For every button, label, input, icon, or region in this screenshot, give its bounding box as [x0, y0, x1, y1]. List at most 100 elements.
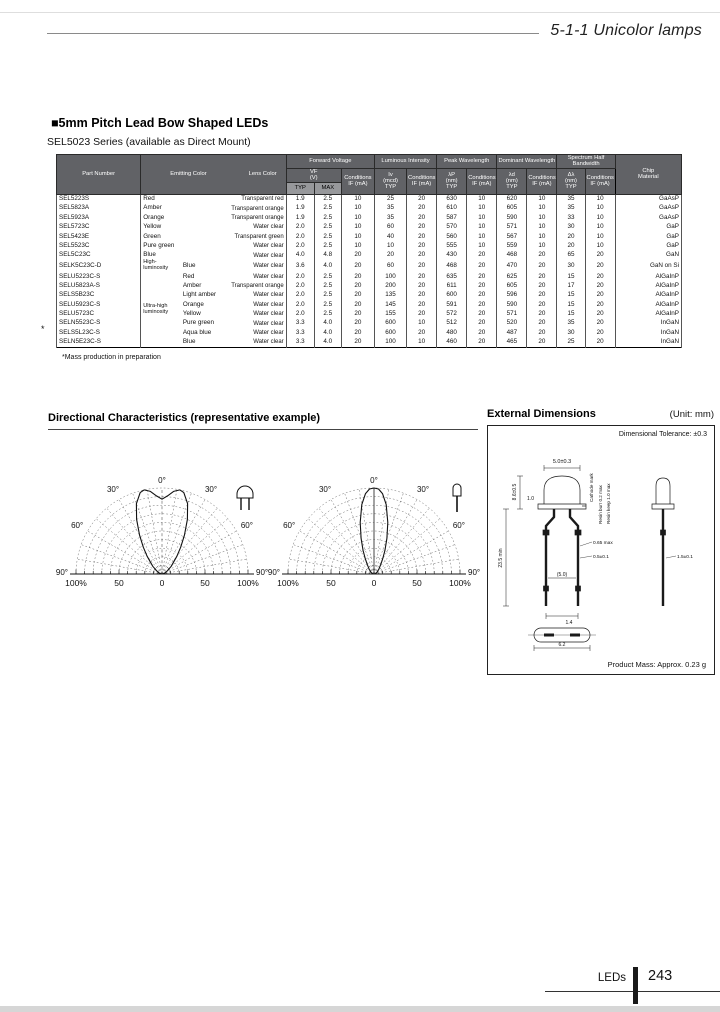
- cell-dominant-wl-conditions: 20: [526, 309, 558, 319]
- lead-side-clamp: [660, 529, 666, 536]
- polar-percent-label: 100%: [65, 578, 87, 588]
- cell-half-bandwidth: 30: [556, 328, 586, 338]
- cell-luminosity-group: High-luminosity: [140, 259, 181, 272]
- cell-peak-wl-conditions: 10: [466, 194, 498, 204]
- cell-lens-color: Water clear: [227, 222, 287, 233]
- cell-dominant-wl-conditions: 10: [526, 222, 558, 233]
- polar-angle-label: 60°: [453, 521, 465, 530]
- external-dimensions-title: External Dimensions: [487, 408, 596, 420]
- cell-dominant-wavelength: 559: [496, 241, 528, 251]
- cell-part-number: SELU5823A-S: [55, 281, 142, 291]
- cell-vf-conditions: 20: [340, 250, 375, 261]
- cell-peak-wavelength: 591: [436, 300, 468, 310]
- cell-vf-typ: 1.9: [285, 213, 315, 223]
- polar-grid-radial: [161, 489, 178, 575]
- polar-grid-arc: [347, 547, 401, 575]
- cell-emitting-color: Orange: [143, 213, 165, 221]
- cell-vf-conditions: 10: [340, 232, 375, 242]
- polar-angle-label: 60°: [283, 521, 295, 530]
- cell-vf-conditions: 10: [340, 241, 375, 251]
- cell-vf-conditions: 20: [340, 300, 375, 310]
- cell-iv: 600: [373, 328, 408, 338]
- resin-burr-label: Resin burr 0.2 max: [598, 484, 603, 524]
- polar-grid-radial: [81, 544, 163, 575]
- lead-left-kink: [543, 585, 549, 592]
- cell-peak-wl-conditions: 20: [466, 271, 498, 282]
- cell-chip-material: GaP: [614, 222, 683, 233]
- cell-peak-wavelength: 570: [436, 222, 468, 233]
- cell-vf-max: 2.5: [313, 213, 342, 223]
- polar-angle-label: 30°: [319, 485, 331, 494]
- cell-emitting-color: Amber: [182, 281, 202, 289]
- cell-emitting-color: Green: [143, 232, 161, 240]
- cell-half-bw-conditions: 10: [584, 241, 616, 251]
- cell-half-bw-conditions: 10: [584, 213, 616, 223]
- scan-top-edge: [0, 12, 720, 13]
- cell-dominant-wl-conditions: 20: [526, 290, 558, 301]
- cell-part-number: SELU5923C-S: [55, 300, 142, 310]
- led-front-outline: [543, 475, 581, 504]
- cell-vf-max: 4.0: [313, 337, 342, 348]
- cell-vf-conditions: 20: [340, 260, 375, 272]
- col-header-conditions: Conditions IF (mA): [340, 167, 375, 195]
- cell-vf-max: 4.0: [313, 328, 342, 338]
- cell-vf-conditions: 20: [340, 271, 375, 282]
- cell-peak-wl-conditions: 10: [466, 241, 498, 251]
- cell-dominant-wl-conditions: 10: [526, 203, 558, 214]
- polar-grid-arc: [84, 496, 240, 575]
- cell-part-number: SELK5C23C-D: [55, 260, 142, 272]
- cell-dominant-wl-conditions: 20: [526, 250, 558, 261]
- polar-grid-radial: [161, 493, 192, 575]
- col-header-emitting-lens: Emitting Color Lens Color: [140, 154, 287, 195]
- lead-right-kink: [575, 585, 581, 592]
- cell-dominant-wavelength: 470: [496, 260, 528, 272]
- cell-peak-wavelength: 572: [436, 309, 468, 319]
- cell-dominant-wl-conditions: 20: [526, 260, 558, 272]
- cell-half-bw-conditions: 20: [584, 309, 616, 319]
- cell-emitting-color: Yellow: [143, 223, 162, 231]
- table-row: SEL5523C Pure green Water clear 2.0 2.5 10 10 2…: [55, 241, 683, 251]
- cell-dominant-wl-conditions: 20: [526, 318, 558, 329]
- cell-vf-typ: 2.0: [285, 300, 315, 310]
- cell-half-bw-conditions: 10: [584, 222, 616, 233]
- cell-iv-conditions: 20: [406, 271, 438, 282]
- cell-vf-typ: 3.3: [285, 328, 315, 338]
- polar-grid-radial: [373, 489, 390, 575]
- polar-grid-radial: [373, 558, 459, 575]
- cell-dominant-wavelength: 605: [496, 203, 528, 214]
- polar-grid-arc: [92, 504, 232, 575]
- cell-emitting-color: Red: [182, 272, 195, 280]
- table-row: SELS5B23C Light amber Water clear 2.0 2.5 20 1…: [55, 290, 683, 301]
- polar-grid-radial: [344, 493, 375, 575]
- cell-half-bw-conditions: 20: [584, 260, 616, 272]
- table-row: SELN5E23C-S Blue Water clear 3.3 4.0 20 100 10 4…: [55, 337, 683, 348]
- polar-grid-radial: [373, 518, 441, 575]
- cell-chip-material: AlGaInP: [614, 300, 683, 310]
- cell-dominant-wl-conditions: 10: [526, 213, 558, 223]
- cell-iv: 25: [373, 194, 408, 204]
- cell-half-bandwidth: 17: [556, 281, 586, 291]
- cell-emitting-color: Pure green: [143, 242, 175, 249]
- cell-peak-wl-conditions: 20: [466, 260, 498, 272]
- cell-chip-material: GaP: [614, 232, 683, 242]
- cell-iv: 20: [373, 250, 408, 261]
- cell-vf-typ: 3.3: [285, 337, 315, 348]
- dim-lead-thickness: 0.5±0.1: [593, 554, 609, 560]
- cell-iv-conditions: 20: [406, 222, 438, 233]
- cell-iv: 100: [373, 271, 408, 282]
- cell-vf-conditions: 20: [340, 337, 375, 348]
- cell-chip-material: InGaN: [614, 328, 683, 338]
- cell-part-number: SELU5223C-S: [55, 271, 142, 282]
- cell-dominant-wavelength: 596: [496, 290, 528, 301]
- cell-vf-typ: 2.0: [285, 271, 315, 282]
- side-view-led-icon: [452, 483, 462, 512]
- cell-lens-color: Water clear: [227, 241, 287, 251]
- cell-peak-wavelength: 555: [436, 241, 468, 251]
- cell-iv: 200: [373, 281, 408, 291]
- polar-angle-label: 0°: [370, 476, 378, 485]
- table-row: SEL5C23C Blue Water clear 4.0 4.8 20 20 20 430 20…: [55, 250, 683, 261]
- cell-vf-typ: 1.9: [285, 194, 315, 204]
- polar-grid-arc: [313, 513, 435, 575]
- cell-lens-color: Transparent green: [227, 232, 287, 242]
- cell-vf-max: 2.5: [313, 194, 342, 204]
